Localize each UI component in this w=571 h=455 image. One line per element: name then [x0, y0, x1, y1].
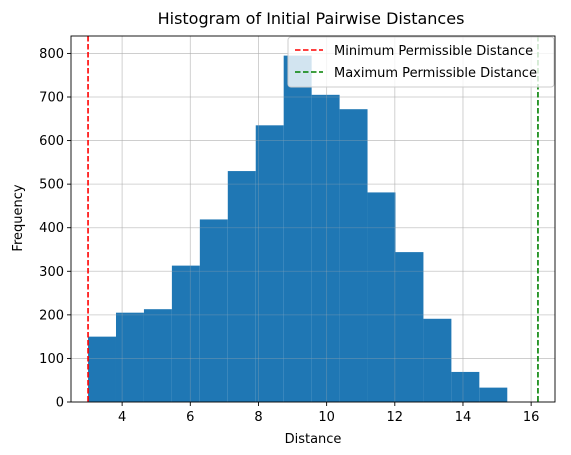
x-axis-ticks: 4 6 8 10 12 14 16 [118, 402, 539, 425]
histogram-bar [339, 109, 368, 402]
histogram-bar [227, 171, 256, 402]
y-tick-label: 700 [39, 91, 64, 106]
x-axis-label: Distance [285, 432, 342, 447]
legend-label-min: Minimum Permissible Distance [334, 44, 533, 59]
y-tick-label: 200 [39, 308, 64, 323]
histogram-bar [311, 94, 340, 403]
histogram-bar [199, 219, 228, 402]
x-tick-label: 16 [523, 410, 540, 425]
y-axis-label: Frequency [11, 184, 26, 251]
histogram-bar [255, 125, 284, 403]
x-tick-label: 4 [118, 410, 126, 425]
y-tick-label: 800 [39, 47, 64, 62]
axes-frame [70, 35, 556, 403]
histogram-bar [115, 312, 144, 402]
y-tick-label: 100 [39, 352, 64, 367]
x-tick-label: 12 [387, 410, 404, 425]
histogram-bar [479, 387, 508, 402]
histogram-bar [283, 55, 312, 402]
x-tick-label: 8 [254, 410, 262, 425]
y-tick-label: 0 [56, 396, 64, 411]
histogram-bar [395, 252, 424, 402]
x-tick-label: 14 [455, 410, 472, 425]
histogram-bars [71, 36, 555, 403]
x-tick-label: 10 [318, 410, 335, 425]
y-tick-label: 300 [39, 265, 64, 280]
histogram-bar [367, 192, 396, 402]
legend: Minimum Permissible Distance Maximum Per… [287, 36, 555, 88]
histogram-bar [88, 336, 116, 402]
y-tick-label: 600 [39, 134, 64, 149]
y-axis-ticks: 0 100 200 300 400 500 600 700 800 [39, 47, 71, 411]
threshold-lines [87, 36, 539, 402]
y-tick-label: 500 [39, 178, 64, 193]
histogram-bar [171, 265, 200, 402]
histogram-bar [143, 309, 172, 402]
legend-label-max: Maximum Permissible Distance [334, 66, 537, 81]
y-tick-label: 400 [39, 221, 64, 236]
legend-box [287, 36, 555, 88]
chart-title: Histogram of Initial Pairwise Distances [158, 9, 465, 28]
histogram-bar [423, 318, 452, 402]
plot-frame [70, 35, 556, 403]
x-tick-label: 6 [186, 410, 194, 425]
histogram-bar [451, 371, 480, 402]
